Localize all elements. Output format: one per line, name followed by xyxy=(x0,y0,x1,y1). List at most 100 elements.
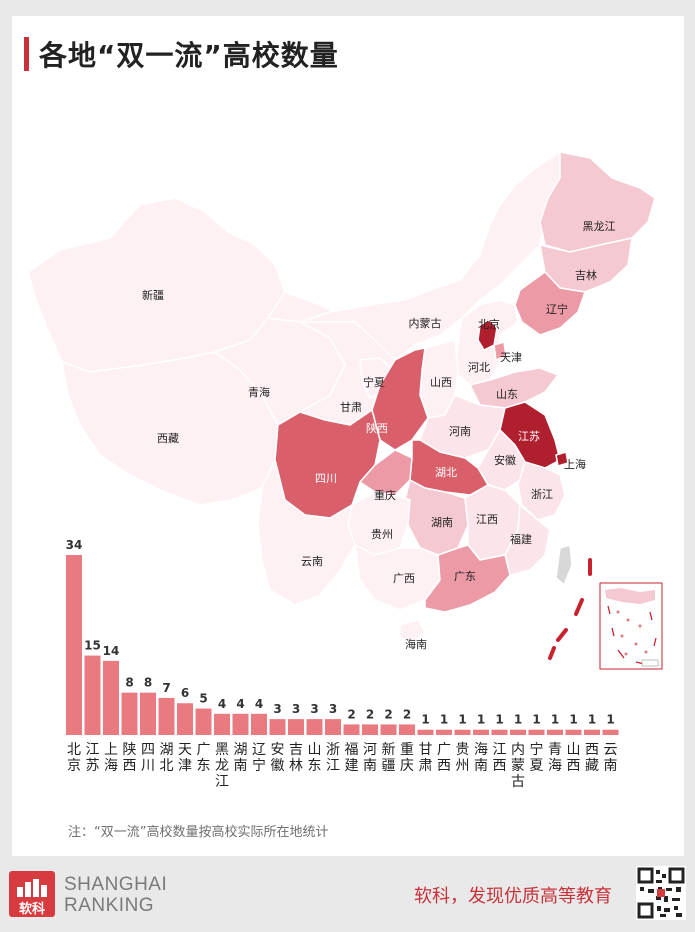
brand-line-2: RANKING xyxy=(64,895,155,916)
bar-25 xyxy=(510,729,526,735)
bar-15 xyxy=(325,719,341,735)
title-accent-bar xyxy=(24,37,29,71)
brand-logo[interactable]: 软科 xyxy=(9,871,55,917)
bar-value-label: 1 xyxy=(440,713,448,727)
bar-12 xyxy=(269,719,286,735)
bar-19 xyxy=(399,724,415,735)
bar-value-label: 1 xyxy=(495,713,503,727)
bar-18 xyxy=(380,724,397,735)
category-label: 山东 xyxy=(308,742,322,774)
label-neimenggu: 内蒙古 xyxy=(409,316,442,330)
bar-29 xyxy=(584,729,600,735)
category-label: 陕西 xyxy=(123,742,137,774)
bar-value-label: 5 xyxy=(199,692,207,706)
bar-value-label: 34 xyxy=(66,538,83,552)
label-yunnan: 云南 xyxy=(301,555,323,568)
logo-bars-icon xyxy=(17,879,47,897)
category-label: 甘肃 xyxy=(419,742,433,774)
bar-value-label: 2 xyxy=(384,707,392,721)
map-labels: 黑龙江 吉林 辽宁 内蒙古 北京 天津 河北 山西 宁夏 山东 新疆 青海 甘肃… xyxy=(142,220,616,651)
category-label: 广西 xyxy=(437,742,451,774)
dash-segment xyxy=(548,646,556,660)
label-shandong: 山东 xyxy=(496,388,518,401)
province-guangdong xyxy=(424,544,511,613)
bar-value-label: 1 xyxy=(588,713,596,727)
brand-name: SHANGHAI RANKING xyxy=(64,874,167,916)
bar-26 xyxy=(528,729,545,735)
category-label: 福建 xyxy=(345,742,359,774)
brand-line-1: SHANGHAI xyxy=(64,874,168,895)
title-row: 各地“双一流”高校数量 xyxy=(24,34,339,74)
province-liaoning xyxy=(514,271,586,336)
bar-27 xyxy=(547,729,563,735)
bar-21 xyxy=(436,729,452,735)
label-zhejiang: 浙江 xyxy=(531,488,553,501)
bar-value-label: 2 xyxy=(366,707,374,721)
nine-dash-line-segments xyxy=(548,558,592,660)
bar-value-label: 4 xyxy=(218,697,226,711)
label-hebei: 河北 xyxy=(468,361,490,374)
category-label: 宁夏 xyxy=(530,741,544,774)
logo-text: 软科 xyxy=(18,902,45,917)
label-tianjin: 天津 xyxy=(500,351,522,364)
qr-code-icon[interactable] xyxy=(636,866,686,920)
category-label: 上海 xyxy=(104,742,118,774)
bar-value-label: 8 xyxy=(125,676,133,690)
label-hainan: 海南 xyxy=(405,637,427,651)
label-shanghai: 上海 xyxy=(564,457,586,471)
bar-value-label: 8 xyxy=(144,676,152,690)
label-jiangsu: 江苏 xyxy=(518,430,540,443)
dash-segment xyxy=(574,598,584,616)
label-heilongjiang: 黑龙江 xyxy=(583,220,616,233)
bar-8 xyxy=(195,708,212,735)
category-label: 云南 xyxy=(604,742,618,774)
label-beijing: 北京 xyxy=(478,317,500,331)
label-qinghai: 青海 xyxy=(248,385,270,399)
bar-value-label: 1 xyxy=(551,713,559,727)
category-label: 北京 xyxy=(67,742,81,774)
bar-10 xyxy=(232,713,249,735)
category-label: 新疆 xyxy=(382,742,396,774)
category-label: 湖北 xyxy=(160,742,174,774)
bar-14 xyxy=(306,719,323,735)
bar-7 xyxy=(177,703,193,735)
bar-20 xyxy=(417,729,434,735)
province-zhejiang xyxy=(517,461,566,521)
dash-segment xyxy=(556,628,568,642)
south-china-sea-inset xyxy=(599,582,663,670)
province-shaanxi xyxy=(371,347,429,451)
bar-9 xyxy=(214,713,230,735)
label-guizhou: 贵州 xyxy=(371,528,393,541)
province-shanghai xyxy=(555,451,569,467)
label-xizang: 西藏 xyxy=(157,432,179,445)
province-hainan xyxy=(399,619,426,643)
category-label: 四川 xyxy=(141,742,155,774)
label-guangxi: 广西 xyxy=(393,572,415,585)
bar-30 xyxy=(602,729,619,735)
bar-value-label: 14 xyxy=(103,644,120,658)
bar-value-label: 15 xyxy=(84,639,101,653)
bar-5 xyxy=(140,692,156,735)
label-shaanxi: 陕西 xyxy=(366,421,388,435)
label-shanxi: 山西 xyxy=(430,376,452,389)
bar-22 xyxy=(454,729,471,735)
bar-24 xyxy=(491,729,508,735)
label-xinjiang: 新疆 xyxy=(142,288,164,302)
label-hunan: 湖南 xyxy=(431,516,453,529)
bar-value-label: 1 xyxy=(606,713,614,727)
category-label: 河南 xyxy=(363,742,377,774)
category-label: 西藏 xyxy=(585,742,599,774)
bar-chart: 34 北京 15 江苏 14 上海 8 陕西 8 四川 7 湖北 6 天津 5 广东 4 黑龙江 4 湖南 4 辽宁 3 安徽… xyxy=(66,538,619,790)
category-label: 江苏 xyxy=(86,742,100,774)
bar-2 xyxy=(84,655,101,735)
bar-value-label: 7 xyxy=(162,681,170,695)
category-label: 安徽 xyxy=(271,742,285,774)
bar-6 xyxy=(158,697,175,735)
label-jilin: 吉林 xyxy=(575,268,597,282)
label-chongqing: 重庆 xyxy=(374,488,396,502)
category-label: 黑龙江 xyxy=(215,742,229,790)
label-henan: 河南 xyxy=(449,425,471,438)
category-label: 广东 xyxy=(197,742,211,774)
province-tianjin xyxy=(493,341,507,361)
bar-1 xyxy=(66,555,82,735)
